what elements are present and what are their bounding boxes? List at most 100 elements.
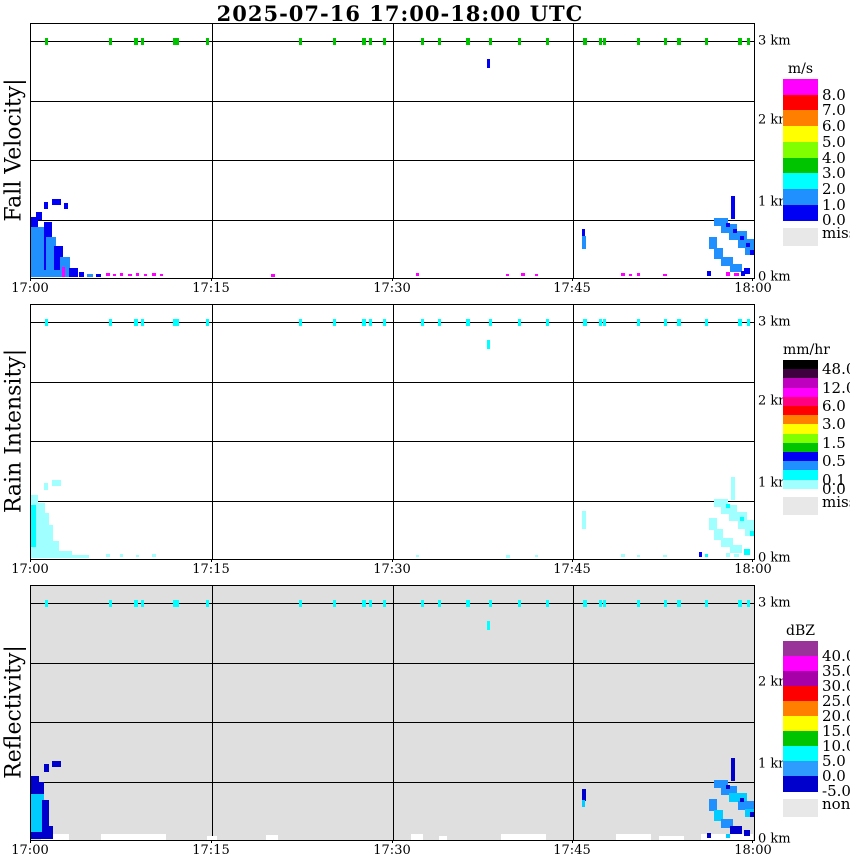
time-gridline xyxy=(573,305,574,559)
legend-value-label: 3.0 xyxy=(822,415,846,434)
data-cell xyxy=(582,236,586,249)
height-gridline xyxy=(31,663,754,664)
data-cell xyxy=(266,835,278,840)
data-cell xyxy=(738,801,754,810)
legend-color-box xyxy=(783,761,818,777)
data-cell xyxy=(144,274,147,276)
time-gridline xyxy=(573,586,574,840)
data-cell xyxy=(207,836,217,840)
height-tick-label: 0 km xyxy=(758,269,791,285)
cloud-speck xyxy=(299,600,302,607)
data-cell xyxy=(729,793,747,802)
time-tick-label: 18:00 xyxy=(734,843,772,858)
data-cell xyxy=(38,782,44,796)
legend-value-label: 0.0 xyxy=(822,479,846,498)
data-cell xyxy=(699,552,702,557)
cloud-speck xyxy=(603,319,606,326)
data-cell xyxy=(96,274,101,277)
cloud-speck xyxy=(518,319,521,326)
time-tick-mark xyxy=(211,840,212,843)
legend-color-box xyxy=(783,776,818,792)
legend-color-box xyxy=(783,442,818,453)
cloud-speck xyxy=(738,38,742,45)
data-cell xyxy=(35,503,45,558)
height-gridline xyxy=(31,322,754,323)
legend-value-label: 1.5 xyxy=(822,433,846,452)
height-gridline xyxy=(31,782,754,783)
data-cell xyxy=(31,794,44,832)
cloud-speck xyxy=(546,38,549,45)
cloud-speck xyxy=(489,600,492,607)
data-cell xyxy=(582,789,586,801)
legend-value-label: 30.0 xyxy=(822,677,850,695)
legend-color-box xyxy=(783,79,818,96)
data-cell xyxy=(44,483,48,490)
data-cell xyxy=(582,511,586,529)
legend-color-box xyxy=(783,731,818,747)
data-cell xyxy=(714,529,723,540)
data-cell xyxy=(152,273,156,276)
data-cell xyxy=(120,554,123,557)
cloud-speck xyxy=(637,319,640,326)
data-cell xyxy=(750,250,754,255)
data-cell xyxy=(721,505,737,514)
cloud-speck xyxy=(677,38,681,45)
data-cell xyxy=(744,268,750,274)
time-tick-mark xyxy=(752,840,753,843)
data-cell xyxy=(729,512,747,521)
cloud-speck xyxy=(546,600,549,607)
cloud-speck xyxy=(583,600,587,607)
cloud-speck xyxy=(383,38,386,45)
time-tick-mark xyxy=(572,840,573,843)
data-cell xyxy=(41,834,69,840)
data-cell xyxy=(535,555,538,557)
data-cell xyxy=(745,809,754,817)
legend-value-label: 4.0 xyxy=(822,148,846,167)
data-cell xyxy=(113,274,116,276)
time-tick-label: 17:45 xyxy=(553,281,591,296)
legend-value-label: 6.0 xyxy=(822,117,846,136)
cloud-speck xyxy=(109,600,112,607)
data-cell xyxy=(707,833,711,838)
legend-color-box xyxy=(783,141,818,158)
data-cell xyxy=(416,555,419,557)
data-cell xyxy=(726,223,730,227)
legend-value-label: 1.0 xyxy=(822,195,846,214)
legend-value-label: 5.0 xyxy=(822,752,846,770)
legend-value-label: 15.0 xyxy=(822,722,850,740)
time-tick-mark xyxy=(392,559,393,562)
cloud-speck xyxy=(438,319,441,326)
data-cell xyxy=(721,224,737,233)
data-cell xyxy=(582,229,585,238)
legend-color-box xyxy=(783,671,818,687)
time-tick-label: 17:00 xyxy=(11,843,49,858)
data-cell xyxy=(31,505,36,547)
data-cell xyxy=(439,836,447,840)
time-tick-label: 17:00 xyxy=(11,281,49,296)
legend-value-label: 48.0 xyxy=(822,360,850,379)
data-cell xyxy=(707,271,711,276)
data-cell xyxy=(101,834,166,840)
cloud-speck xyxy=(603,600,606,607)
data-cell xyxy=(52,480,61,486)
cloud-speck xyxy=(369,38,372,45)
cloud-speck xyxy=(438,600,441,607)
data-cell xyxy=(721,819,733,828)
data-cell xyxy=(36,212,42,220)
cloud-speck xyxy=(637,600,640,607)
legend-color-box xyxy=(783,746,818,762)
data-cell xyxy=(44,202,48,209)
cloud-speck xyxy=(206,38,209,45)
legend-title-reflectivity: dBZ xyxy=(786,623,815,639)
data-cell xyxy=(128,274,132,276)
legend-value-label: 20.0 xyxy=(822,707,850,725)
data-cell xyxy=(136,273,139,276)
data-cell xyxy=(714,499,728,507)
legend-value-label: 2.0 xyxy=(822,179,846,198)
time-tick-mark xyxy=(211,559,212,562)
cloud-speck xyxy=(438,38,441,45)
data-cell xyxy=(45,525,53,558)
time-tick-mark xyxy=(392,278,393,281)
data-cell xyxy=(44,764,49,772)
time-tick-label: 17:30 xyxy=(373,562,411,577)
